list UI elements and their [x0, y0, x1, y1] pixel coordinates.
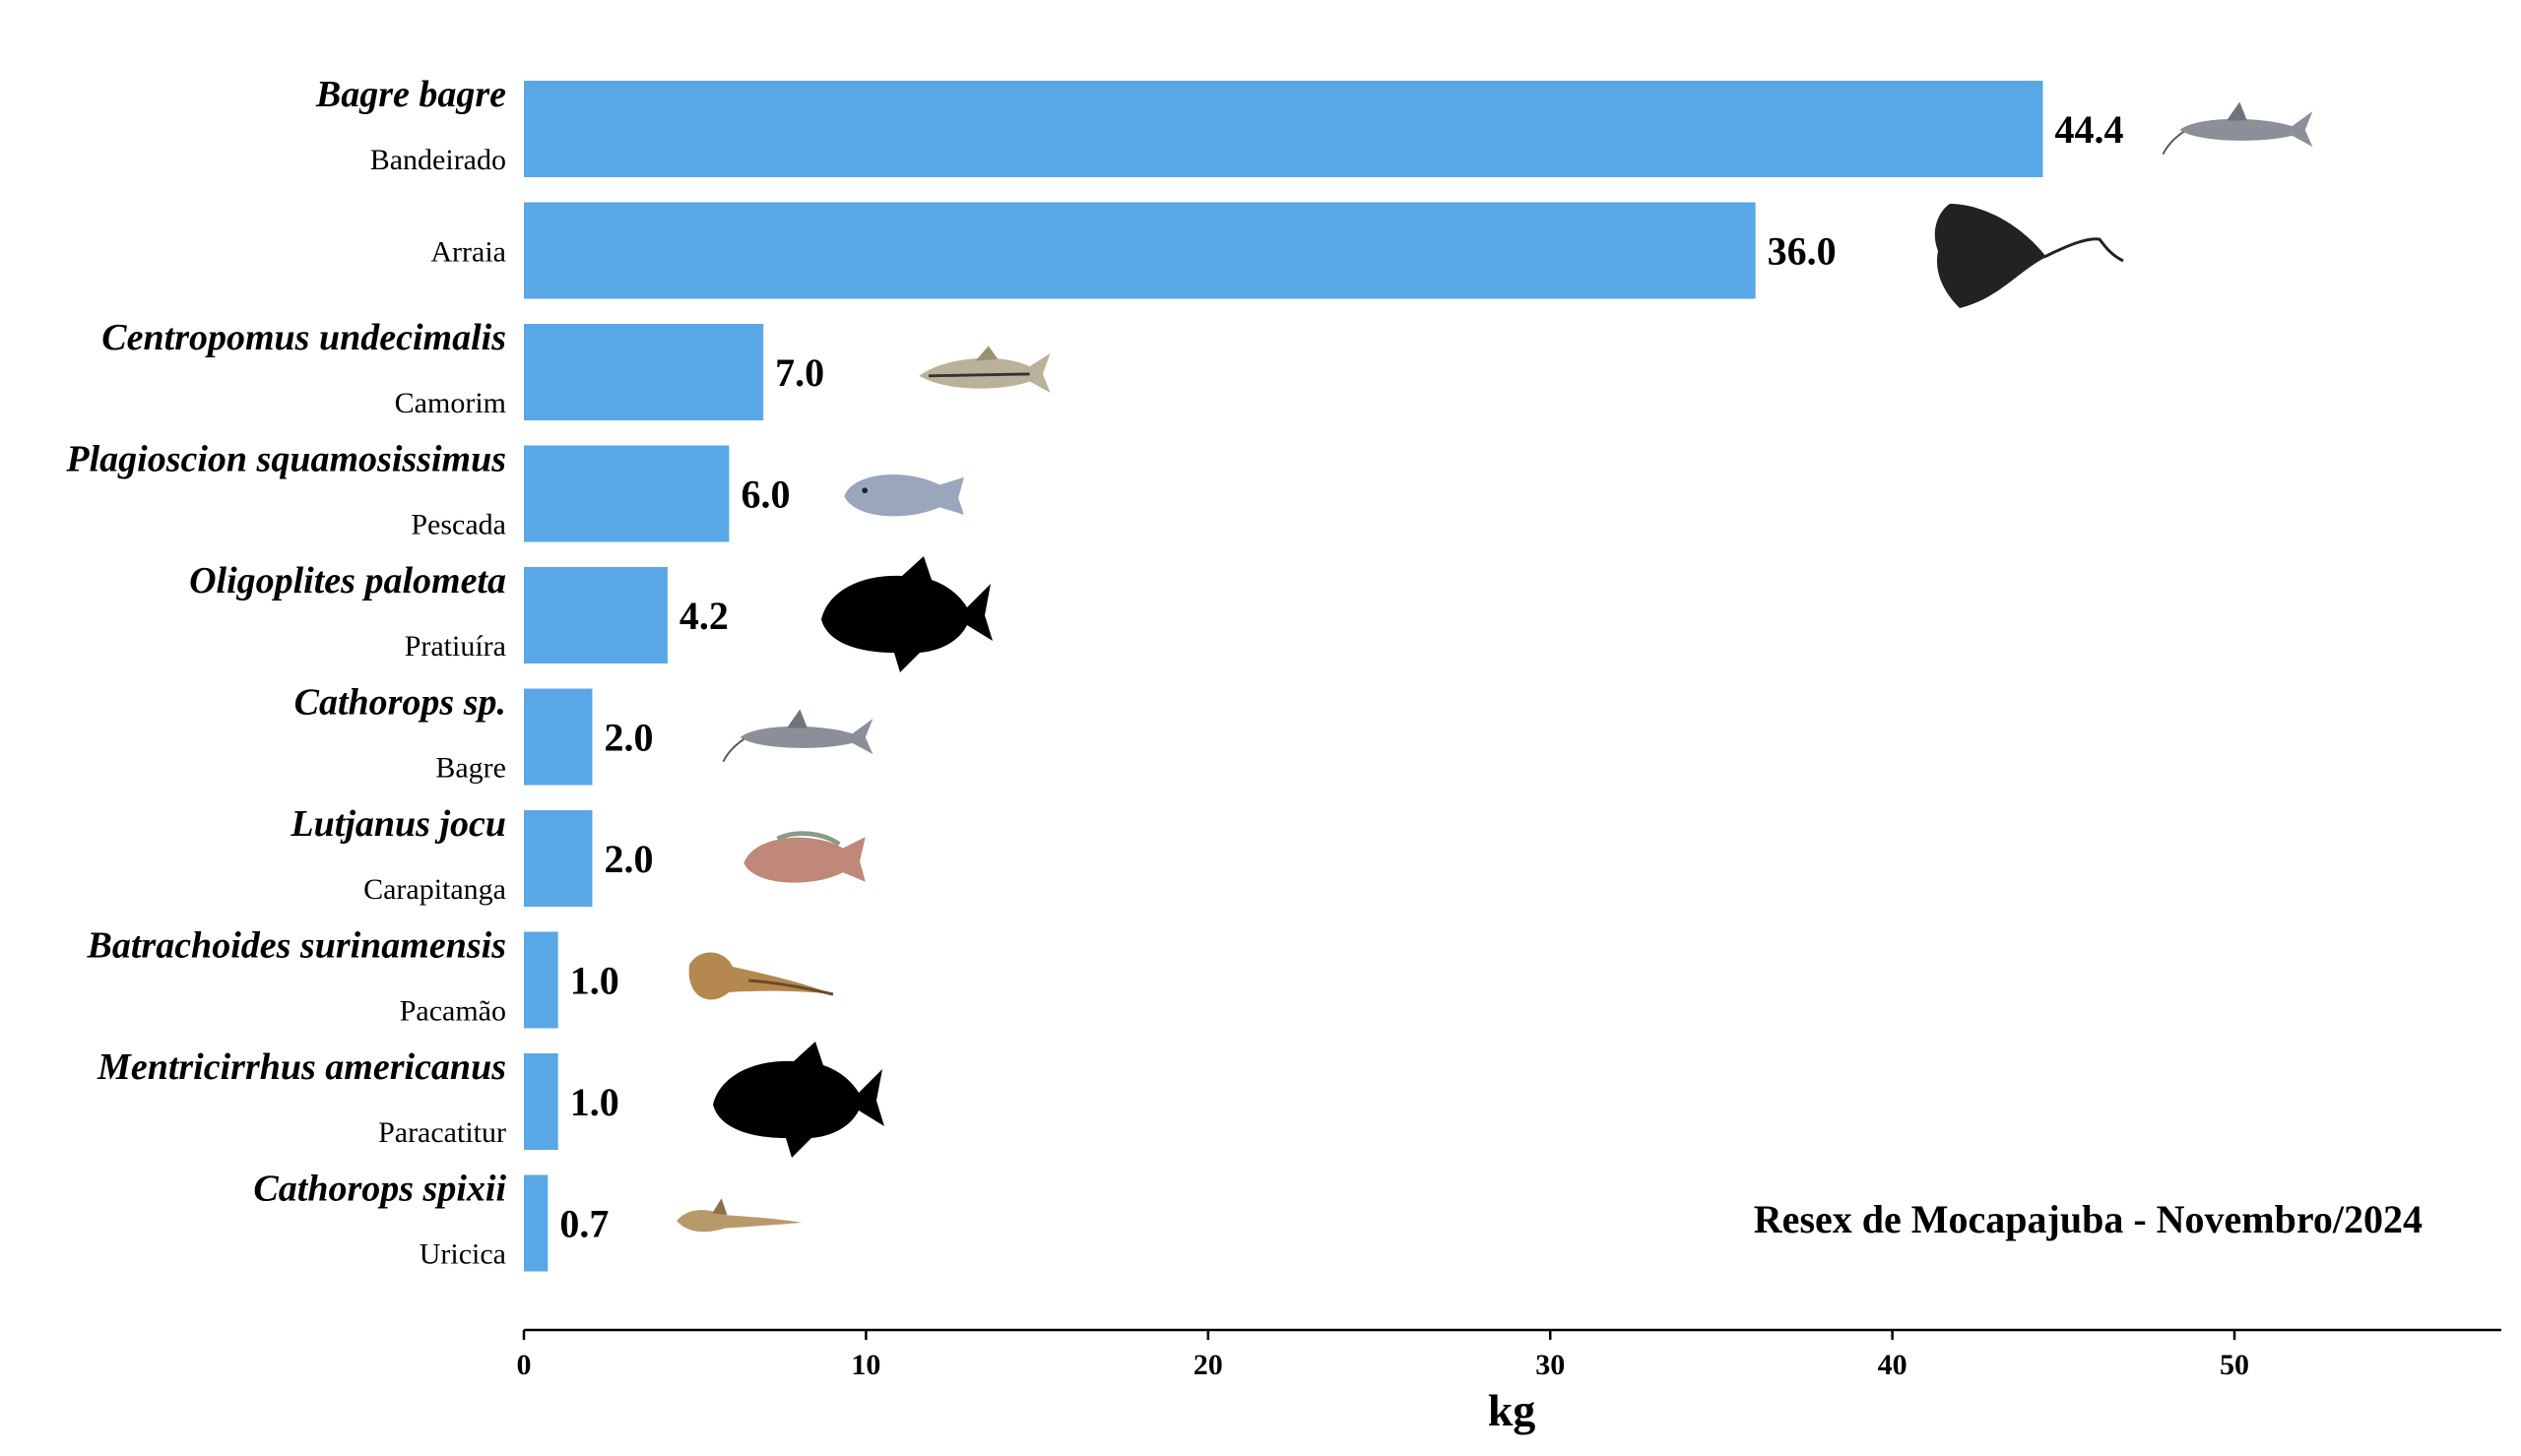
value-label: 2.0 [604, 716, 653, 760]
bar-5 [524, 567, 668, 664]
fish-silhouette-icon [713, 1042, 884, 1158]
x-tick-label: 50 [2220, 1349, 2249, 1381]
x-tick-label: 40 [1878, 1349, 1907, 1381]
croaker-icon [844, 475, 964, 517]
species-scientific-name: Cathorops sp. [294, 682, 506, 724]
species-scientific-name: Oligoplites palometa [189, 560, 506, 601]
x-axis: 0 10 20 30 40 50 kg [517, 1328, 2501, 1435]
x-tick-label: 20 [1194, 1349, 1223, 1381]
fish-silhouette-icon [821, 556, 993, 672]
toadfish-icon [688, 952, 834, 1000]
snook-icon [919, 346, 1051, 393]
value-label: 7.0 [775, 350, 824, 395]
chart-annotation: Resex de Mocapajuba - Novembro/2024 [1754, 1197, 2423, 1241]
species-scientific-name: Centropomus undecimalis [101, 317, 506, 358]
species-common-name: Carapitanga [363, 873, 506, 906]
value-label: 44.4 [2054, 107, 2123, 152]
value-label: 36.0 [1768, 229, 1837, 274]
species-common-name: Paracatitur [378, 1116, 506, 1149]
bar-2 [524, 202, 1756, 299]
bar-6 [524, 688, 593, 786]
species-scientific-name: Bagre bagre [315, 74, 506, 115]
bar-10 [524, 1174, 549, 1272]
value-label: 1.0 [570, 1080, 619, 1124]
value-label: 6.0 [741, 473, 790, 517]
species-common-name: Arraia [430, 236, 506, 269]
species-scientific-name: Lutjanus jocu [290, 803, 506, 845]
bar-3 [524, 324, 764, 420]
catfish-icon [2162, 101, 2313, 156]
species-common-name: Bagre [435, 752, 506, 785]
x-axis-ticks: 0 10 20 30 40 50 [517, 1330, 2249, 1381]
x-tick-label: 10 [851, 1349, 880, 1381]
species-common-name: Pescada [411, 509, 506, 541]
species-common-name: Pratiuíra [405, 630, 506, 663]
bar-7 [524, 810, 593, 907]
species-common-name: Camorim [395, 387, 506, 419]
x-axis-label: kg [1488, 1385, 1536, 1435]
species-scientific-name: Mentricirrhus americanus [97, 1046, 506, 1088]
bar-1 [524, 81, 2043, 177]
x-tick-label: 30 [1535, 1349, 1565, 1381]
stingray-icon [1934, 204, 2124, 308]
small-catfish-icon [677, 1198, 803, 1233]
value-labels-group: 44.4 36.0 7.0 6.0 4.2 2.0 2.0 1.0 1.0 0.7 [559, 107, 2123, 1246]
species-scientific-name: Batrachoides surinamensis [87, 925, 507, 967]
snapper-icon [743, 831, 866, 883]
species-common-name: Pacamão [400, 995, 506, 1028]
bar-9 [524, 1053, 558, 1150]
fish-icons-group [677, 101, 2313, 1233]
bars-group [524, 81, 2043, 1272]
species-scientific-name: Plagioscion squamosissimus [65, 439, 506, 480]
x-tick-label: 0 [517, 1349, 532, 1381]
species-common-name: Bandeirado [370, 144, 506, 176]
bar-4 [524, 445, 730, 542]
bar-8 [524, 931, 558, 1029]
value-label: 2.0 [604, 837, 653, 881]
value-label: 0.7 [559, 1202, 609, 1246]
species-scientific-name: Cathorops spixii [253, 1169, 506, 1210]
value-label: 1.0 [570, 959, 619, 1003]
catfish-icon [722, 709, 873, 763]
value-label: 4.2 [679, 594, 729, 638]
category-labels-group: Bagre bagre Bandeirado Arraia Centropomus u… [65, 74, 506, 1271]
species-common-name: Uricica [420, 1238, 506, 1271]
